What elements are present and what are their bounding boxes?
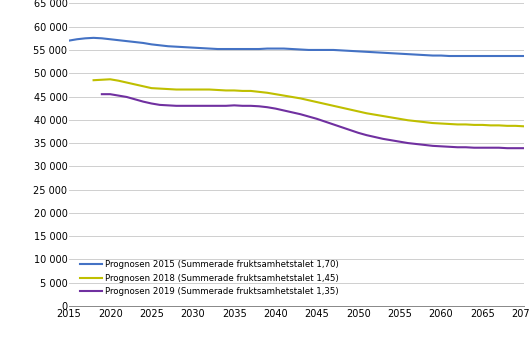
Prognosen 2019 (Summerade fruktsamhetstalet 1,35) <box>355 131 361 135</box>
Prognosen 2015 (Summerade fruktsamhetstalet 1,70) <box>421 53 427 57</box>
Prognosen 2018 (Summerade fruktsamhetstalet 1,45) <box>430 121 436 125</box>
Prognosen 2015 (Summerade fruktsamhetstalet 1,70) <box>372 50 378 54</box>
Prognosen 2015 (Summerade fruktsamhetstalet 1,70) <box>330 48 336 52</box>
Prognosen 2015 (Summerade fruktsamhetstalet 1,70) <box>521 54 527 58</box>
Prognosen 2015 (Summerade fruktsamhetstalet 1,70) <box>90 36 97 40</box>
Prognosen 2015 (Summerade fruktsamhetstalet 1,70) <box>446 54 452 58</box>
Line: Prognosen 2015 (Summerade fruktsamhetstalet 1,70): Prognosen 2015 (Summerade fruktsamhetsta… <box>69 38 524 56</box>
Line: Prognosen 2019 (Summerade fruktsamhetstalet 1,35): Prognosen 2019 (Summerade fruktsamhetsta… <box>102 94 524 148</box>
Prognosen 2018 (Summerade fruktsamhetstalet 1,45) <box>355 109 361 114</box>
Line: Prognosen 2018 (Summerade fruktsamhetstalet 1,45): Prognosen 2018 (Summerade fruktsamhetsta… <box>94 79 524 126</box>
Prognosen 2018 (Summerade fruktsamhetstalet 1,45) <box>372 113 378 117</box>
Prognosen 2019 (Summerade fruktsamhetstalet 1,35) <box>504 146 510 150</box>
Prognosen 2019 (Summerade fruktsamhetstalet 1,35) <box>248 104 254 108</box>
Prognosen 2018 (Summerade fruktsamhetstalet 1,45) <box>347 107 353 112</box>
Prognosen 2015 (Summerade fruktsamhetstalet 1,70) <box>355 49 361 53</box>
Prognosen 2019 (Summerade fruktsamhetstalet 1,35) <box>372 135 378 139</box>
Prognosen 2019 (Summerade fruktsamhetstalet 1,35) <box>132 97 138 101</box>
Prognosen 2019 (Summerade fruktsamhetstalet 1,35) <box>297 112 304 116</box>
Prognosen 2018 (Summerade fruktsamhetstalet 1,45) <box>214 88 221 92</box>
Prognosen 2015 (Summerade fruktsamhetstalet 1,70) <box>66 39 72 43</box>
Prognosen 2019 (Summerade fruktsamhetstalet 1,35) <box>487 146 494 150</box>
Prognosen 2015 (Summerade fruktsamhetstalet 1,70) <box>239 47 245 51</box>
Prognosen 2018 (Summerade fruktsamhetstalet 1,45) <box>107 77 113 81</box>
Prognosen 2018 (Summerade fruktsamhetstalet 1,45) <box>479 123 486 127</box>
Prognosen 2019 (Summerade fruktsamhetstalet 1,35) <box>521 146 527 150</box>
Prognosen 2018 (Summerade fruktsamhetstalet 1,45) <box>90 78 97 82</box>
Prognosen 2015 (Summerade fruktsamhetstalet 1,70) <box>74 37 80 41</box>
Prognosen 2018 (Summerade fruktsamhetstalet 1,45) <box>521 124 527 128</box>
Legend: Prognosen 2015 (Summerade fruktsamhetstalet 1,70), Prognosen 2018 (Summerade fru: Prognosen 2015 (Summerade fruktsamhetsta… <box>78 258 342 299</box>
Prognosen 2019 (Summerade fruktsamhetstalet 1,35) <box>99 92 105 96</box>
